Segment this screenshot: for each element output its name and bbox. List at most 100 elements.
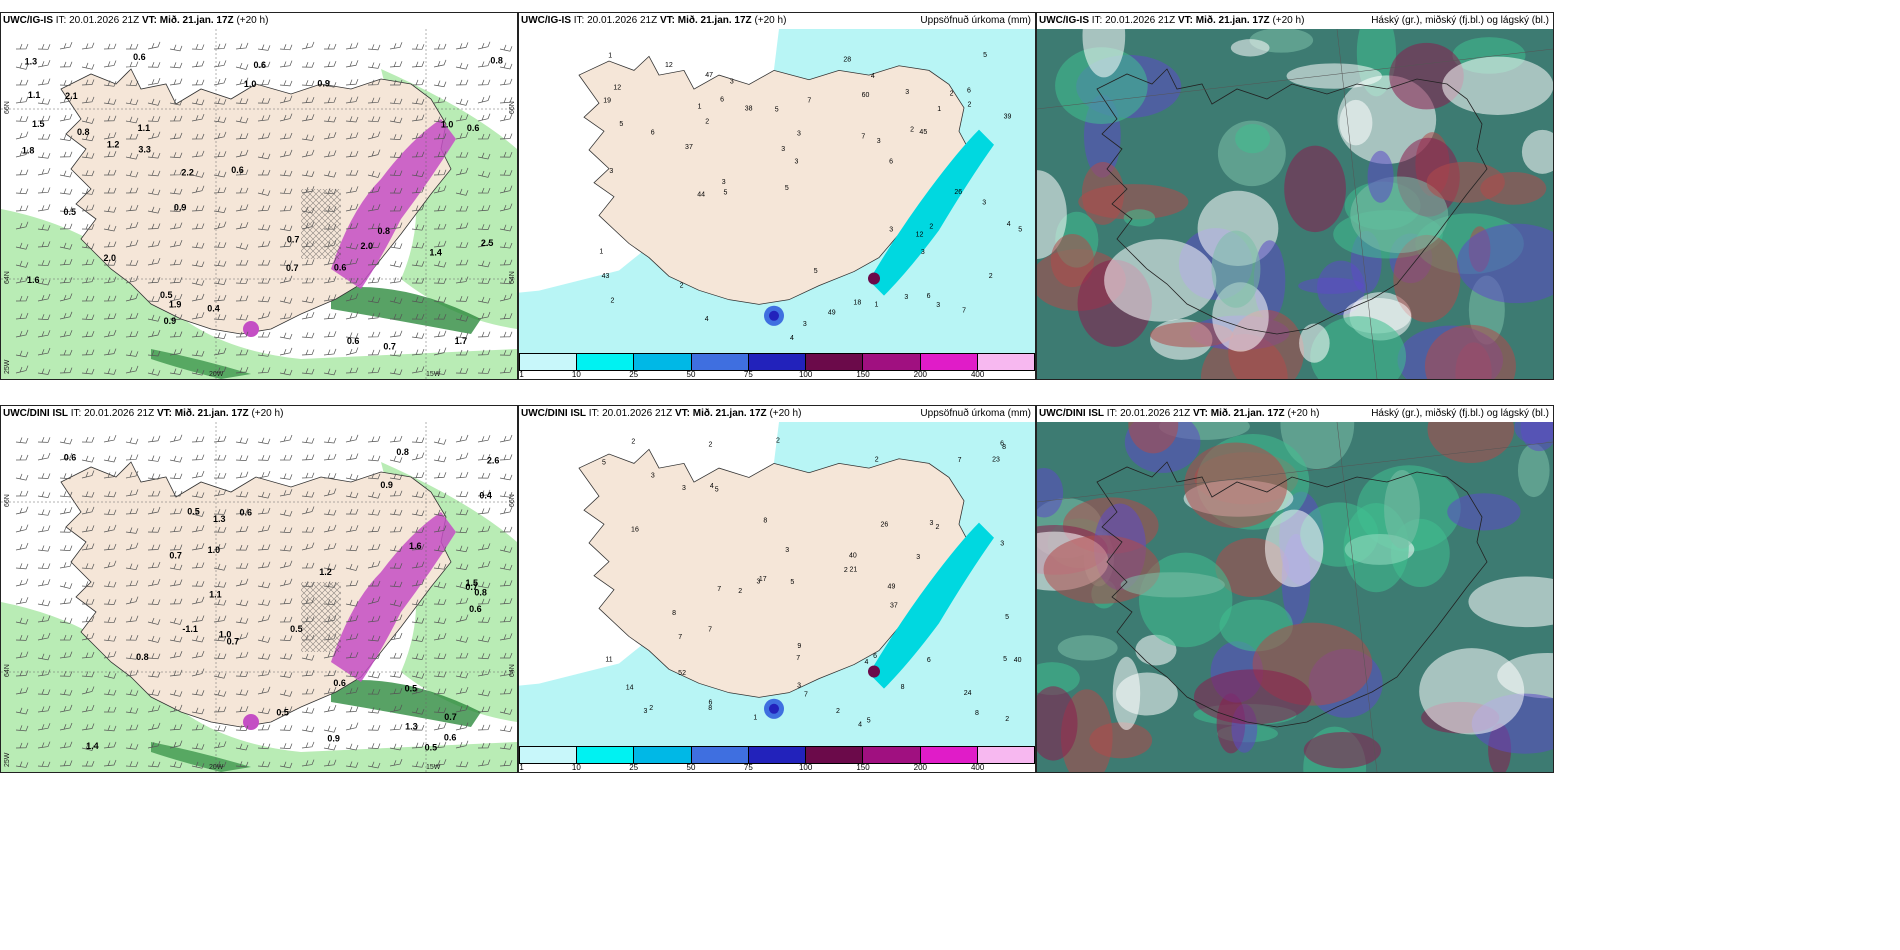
precip-value-label: 5 — [775, 107, 779, 114]
wind-barb — [499, 367, 513, 374]
cloud-patch — [1037, 662, 1080, 695]
wind-barb — [301, 349, 315, 356]
wind-barb — [235, 455, 249, 461]
precip-value-label: 3 — [889, 226, 893, 233]
wind-barb — [103, 43, 117, 50]
wind-barb — [103, 491, 117, 498]
wind-barb — [191, 312, 205, 320]
wind-barb — [147, 188, 161, 196]
wind-barb — [235, 508, 249, 515]
colorbar-tick: 75 — [743, 763, 753, 772]
wind-barb — [389, 758, 403, 767]
wind-barb — [235, 526, 249, 533]
wind-value-label: 1.0 — [208, 545, 221, 555]
wind-barb — [433, 633, 447, 641]
wind-barb — [15, 670, 29, 677]
wind-barb — [477, 635, 491, 643]
wind-barb — [279, 509, 293, 517]
wind-barb — [191, 79, 205, 86]
cloud-patch — [1298, 277, 1364, 294]
wind-barb — [301, 296, 315, 304]
wind-barb — [455, 686, 469, 695]
cloud-patch — [1521, 129, 1553, 174]
wind-barb — [433, 671, 447, 678]
wind-barb — [125, 133, 139, 140]
wind-barb — [345, 132, 359, 140]
wind-barb — [499, 113, 513, 122]
wind-barb — [169, 761, 183, 769]
wind-barb — [301, 311, 315, 320]
wind-barb — [15, 260, 29, 268]
wind-barb — [235, 62, 249, 70]
wind-barb — [191, 60, 205, 68]
wind-barb — [169, 78, 183, 86]
cloud-patch — [1419, 648, 1525, 735]
wind-barb — [169, 651, 183, 659]
wind-barb — [367, 526, 381, 533]
wind-barb — [477, 543, 491, 551]
wind-barb — [389, 42, 403, 50]
wind-barb — [301, 170, 315, 177]
wind-barb — [323, 453, 337, 461]
precip-core — [331, 119, 456, 289]
wind-barb — [125, 527, 139, 534]
wind-barb — [433, 509, 447, 517]
panel-title: UWC/IG-IS IT: 20.01.2026 21Z VT: Mið. 21… — [1039, 15, 1305, 26]
wind-barb — [499, 598, 513, 605]
precip-value-label: 4 — [790, 335, 794, 342]
wind-barb — [59, 545, 73, 551]
wind-barb — [323, 150, 337, 158]
wind-barb — [499, 707, 513, 715]
wind-barb — [15, 79, 29, 86]
wind-barb — [191, 113, 205, 122]
wind-barb — [125, 689, 139, 696]
wind-barb — [235, 617, 249, 624]
wind-barb — [499, 278, 513, 285]
wind-barb — [15, 578, 29, 587]
precip-value-label: 7 — [717, 586, 721, 593]
wind-barb — [389, 581, 403, 588]
cloud-patch — [1037, 468, 1064, 518]
precip-value-label: 2 — [875, 456, 879, 463]
wind-barb — [389, 276, 403, 284]
wind-barb — [323, 188, 337, 195]
wind-barb — [477, 617, 491, 623]
precip-value-label: 1 — [753, 715, 757, 722]
precip-value-label: 3 — [651, 472, 655, 479]
precip-value-label: 4 — [705, 316, 709, 323]
wind-barb — [191, 454, 205, 461]
wind-barb — [323, 116, 337, 123]
cloud-patch — [1055, 47, 1148, 124]
precip-value-label: 6 — [927, 657, 931, 664]
wind-barb — [81, 616, 95, 623]
wind-barb — [301, 186, 315, 194]
precip-value-label: 9 — [797, 643, 801, 650]
wind-barb — [279, 545, 293, 552]
wind-barb — [301, 581, 315, 588]
colorbar-tick: 200 — [913, 370, 928, 379]
wind-barb — [477, 41, 491, 50]
wind-barb — [103, 471, 117, 479]
wind-barb — [455, 205, 469, 212]
wind-barb — [257, 259, 271, 266]
wind-barb — [389, 79, 403, 86]
wind-barb — [81, 525, 95, 533]
wind-barb — [191, 133, 205, 140]
precip-colorbar: 1 10 25 50 75 100 150 200 400 — [519, 353, 1035, 379]
wind-barb — [213, 761, 227, 768]
panel-subtitle: Uppsöfnuð úrkoma (mm) — [920, 15, 1031, 26]
wind-barb — [235, 689, 249, 696]
wind-barb — [213, 454, 227, 461]
wind-barb — [455, 471, 469, 479]
cloud-patch — [1230, 39, 1270, 57]
wind-barb — [301, 277, 315, 284]
wind-barb — [499, 688, 513, 695]
wind-barb — [433, 617, 447, 624]
wind-barb — [411, 544, 425, 551]
wind-barb — [433, 185, 447, 194]
wind-barb — [235, 491, 249, 498]
wind-barb — [15, 329, 29, 338]
wind-barb — [411, 366, 425, 374]
wind-barb — [477, 240, 491, 248]
wind-barb — [191, 98, 205, 106]
